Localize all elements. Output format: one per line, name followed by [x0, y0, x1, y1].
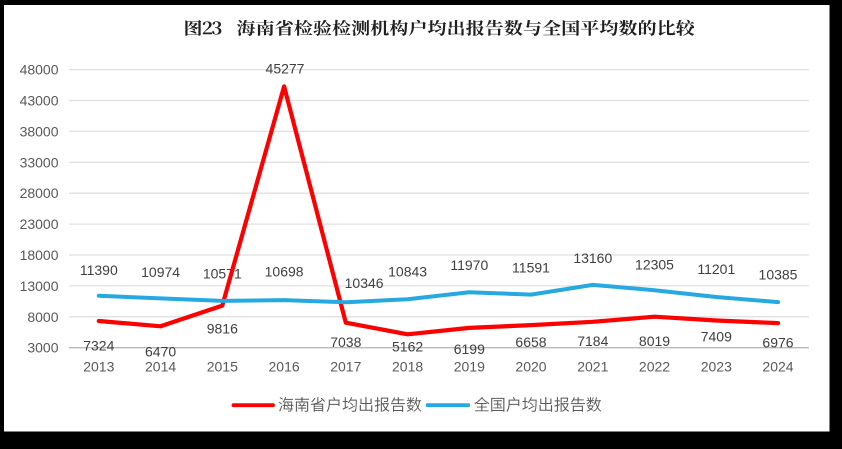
svg-text:10346: 10346 — [345, 275, 384, 291]
svg-text:2024: 2024 — [762, 359, 793, 375]
svg-text:12305: 12305 — [635, 257, 674, 273]
svg-text:2022: 2022 — [639, 359, 670, 375]
svg-text:9816: 9816 — [207, 320, 238, 336]
svg-text:33000: 33000 — [20, 154, 59, 170]
svg-text:13000: 13000 — [20, 278, 59, 294]
svg-text:3000: 3000 — [27, 340, 58, 356]
svg-text:2020: 2020 — [515, 359, 546, 375]
svg-text:11201: 11201 — [697, 261, 735, 277]
svg-text:2018: 2018 — [392, 359, 423, 375]
svg-text:10571: 10571 — [203, 266, 242, 282]
svg-text:2013: 2013 — [83, 359, 114, 375]
svg-text:2023: 2023 — [701, 359, 732, 375]
svg-text:18000: 18000 — [20, 247, 59, 263]
svg-text:23000: 23000 — [20, 216, 59, 232]
svg-text:8019: 8019 — [639, 333, 670, 349]
svg-text:2015: 2015 — [207, 359, 238, 375]
svg-text:7324: 7324 — [83, 338, 114, 354]
svg-text:5162: 5162 — [392, 339, 423, 355]
svg-text:10974: 10974 — [141, 264, 180, 280]
svg-text:10385: 10385 — [759, 267, 798, 283]
svg-text:6470: 6470 — [145, 344, 176, 360]
svg-text:7184: 7184 — [577, 333, 608, 349]
svg-text:2016: 2016 — [269, 359, 300, 375]
svg-text:2019: 2019 — [454, 359, 485, 375]
svg-text:28000: 28000 — [20, 185, 59, 201]
svg-text:7409: 7409 — [701, 329, 732, 345]
svg-text:7038: 7038 — [330, 334, 361, 350]
svg-text:2021: 2021 — [577, 359, 608, 375]
svg-text:6976: 6976 — [762, 334, 793, 350]
svg-text:10698: 10698 — [265, 263, 304, 279]
svg-text:11591: 11591 — [512, 259, 550, 275]
svg-text:10843: 10843 — [388, 263, 427, 279]
svg-text:45277: 45277 — [266, 61, 305, 77]
svg-text:6199: 6199 — [454, 341, 485, 357]
svg-text:38000: 38000 — [20, 123, 59, 139]
svg-text:13160: 13160 — [573, 250, 612, 266]
svg-text:48000: 48000 — [20, 62, 59, 78]
svg-text:2014: 2014 — [145, 359, 176, 375]
svg-text:8000: 8000 — [27, 309, 58, 325]
svg-text:2017: 2017 — [330, 359, 361, 375]
svg-text:11390: 11390 — [80, 262, 118, 278]
svg-text:6658: 6658 — [515, 334, 546, 350]
svg-text:11970: 11970 — [450, 257, 488, 273]
svg-text:43000: 43000 — [20, 93, 59, 109]
